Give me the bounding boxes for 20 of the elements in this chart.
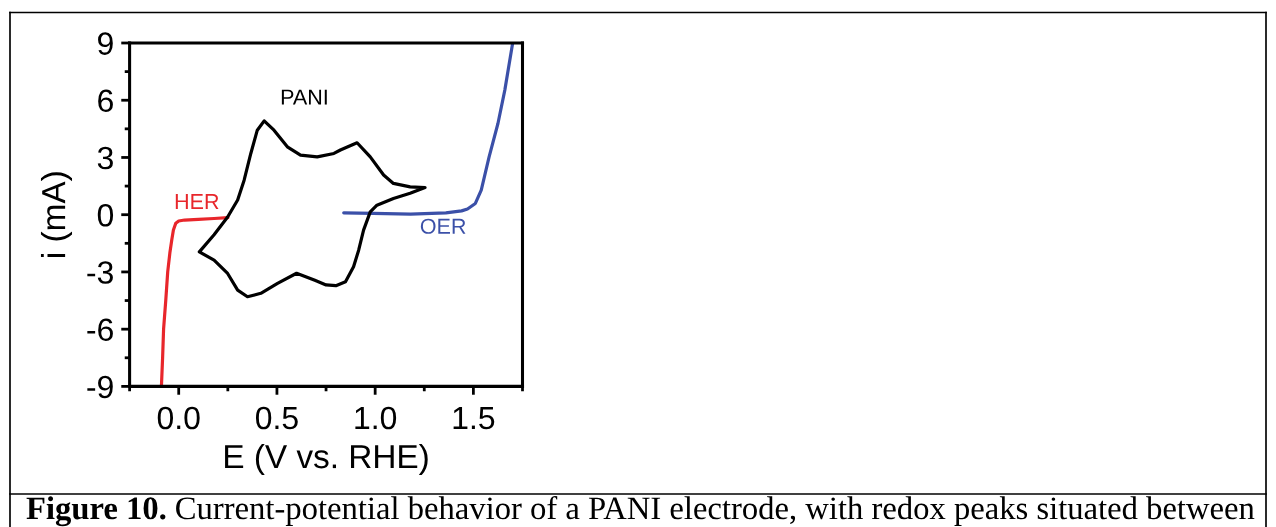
x-tick-label: 0.0	[157, 406, 200, 430]
x-tick-label: 1.5	[453, 407, 495, 430]
y-tick-label: 9	[98, 32, 113, 55]
y-tick-label: 3	[97, 146, 113, 170]
series-label: PANI	[281, 89, 327, 105]
y-tick-label: -6	[87, 318, 113, 342]
line-series	[342, 43, 515, 216]
series-label: OER	[420, 218, 466, 234]
x-tick-label: 0.5	[255, 406, 298, 430]
y-tick-label: 0	[97, 203, 114, 227]
series-label: HER	[175, 194, 219, 209]
text: Current-potential behavior of a PANI electrode, with redox peaks situated between	[176, 496, 1255, 526]
y-tick-label: 6	[98, 89, 113, 113]
y-tick-label: -3	[87, 261, 113, 284]
x-axis-title: E (V vs. RHE)	[225, 443, 428, 476]
line-series	[159, 215, 230, 387]
y-tick-label: -9	[87, 375, 113, 399]
x-tick-label: 1.0	[355, 406, 397, 430]
y-axis-title: i (mA)	[40, 172, 73, 257]
caption: Figure 10.	[26, 496, 166, 527]
